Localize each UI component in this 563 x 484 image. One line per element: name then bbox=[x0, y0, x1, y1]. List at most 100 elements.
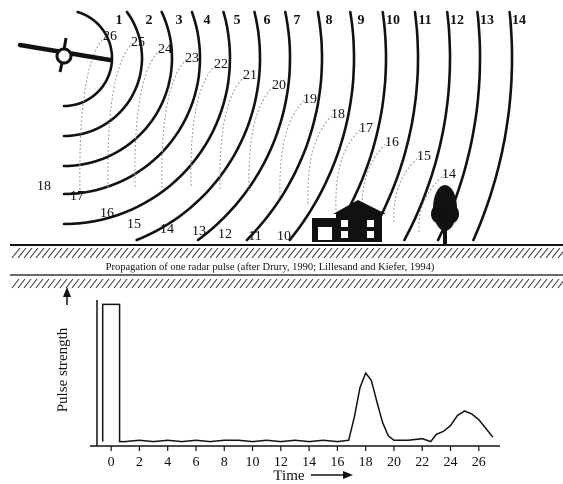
echo-label: 15 bbox=[417, 149, 431, 164]
tree-icon bbox=[431, 185, 459, 244]
y-axis-arrow bbox=[63, 287, 71, 297]
x-tick-label: 0 bbox=[108, 455, 115, 470]
echo-label: 20 bbox=[272, 78, 286, 93]
hatch-stroke bbox=[107, 278, 116, 289]
aircraft-tail bbox=[62, 37, 68, 51]
hatch-stroke bbox=[173, 247, 183, 259]
hatch-stroke bbox=[491, 247, 501, 259]
house-window bbox=[341, 220, 348, 227]
hatch-stroke bbox=[155, 278, 164, 289]
tree-crown bbox=[431, 205, 445, 223]
hatch-stroke bbox=[479, 247, 489, 259]
hatch-stroke bbox=[407, 247, 417, 259]
hatch-stroke bbox=[119, 278, 128, 289]
hatch-stroke bbox=[263, 247, 273, 259]
hatch-stroke bbox=[101, 247, 111, 259]
hatch-stroke bbox=[353, 247, 363, 259]
hatch-stroke bbox=[455, 247, 465, 259]
hatch-stroke bbox=[443, 247, 453, 259]
wavefront-label: 2 bbox=[146, 13, 153, 28]
wavefront-label: 12 bbox=[450, 13, 464, 28]
x-tick-label: 6 bbox=[192, 455, 199, 470]
x-tick-label: 22 bbox=[415, 455, 429, 470]
hatch-stroke bbox=[539, 247, 549, 259]
hatch-stroke bbox=[467, 278, 476, 289]
echo-arc bbox=[418, 173, 446, 233]
x-tick-label: 26 bbox=[472, 455, 486, 470]
house-window bbox=[367, 231, 374, 238]
hatch-stroke bbox=[515, 278, 524, 289]
hatch-stroke bbox=[239, 278, 248, 289]
hatch-stroke bbox=[341, 247, 351, 259]
hatch-stroke bbox=[437, 247, 447, 259]
hatch-stroke bbox=[377, 247, 387, 259]
hatch-stroke bbox=[311, 278, 320, 289]
hatch-stroke bbox=[17, 247, 27, 259]
wavefront-label: 8 bbox=[326, 13, 333, 28]
hatch-stroke bbox=[389, 278, 398, 289]
hatch-stroke bbox=[11, 247, 21, 259]
house-window bbox=[341, 231, 348, 238]
hatch-stroke bbox=[239, 247, 249, 259]
hatch-stroke bbox=[359, 278, 368, 289]
wavefront-label: 13 bbox=[480, 13, 494, 28]
pulse-strength-chart: Pulse strength Time 0 2 4 6 8 10 12 14 16 18 20 22 2… bbox=[55, 287, 500, 484]
hatch-stroke bbox=[317, 247, 327, 259]
hatch-stroke bbox=[437, 278, 446, 289]
x-tick-label: 2 bbox=[136, 455, 143, 470]
hatch-stroke bbox=[545, 278, 554, 289]
echo-label: 21 bbox=[243, 68, 257, 83]
ground-return-label: 18 bbox=[37, 179, 51, 194]
hatch-stroke bbox=[503, 247, 513, 259]
hatch-stroke bbox=[137, 278, 146, 289]
wavefront-label: 11 bbox=[418, 13, 431, 28]
hatch-stroke bbox=[179, 247, 189, 259]
hatch-stroke bbox=[395, 278, 404, 289]
hatch-stroke bbox=[467, 247, 477, 259]
echo-arc bbox=[219, 74, 247, 190]
x-tick-label: 4 bbox=[164, 455, 171, 470]
wavefront-7 bbox=[196, 10, 292, 242]
hatch-stroke bbox=[83, 278, 92, 289]
ground-return-label: 14 bbox=[160, 222, 174, 237]
wavefront-11 bbox=[366, 10, 420, 242]
wavefront-label: 9 bbox=[358, 13, 365, 28]
hatch-stroke bbox=[413, 247, 423, 259]
hatch-stroke bbox=[539, 278, 548, 289]
hatch-stroke bbox=[251, 278, 260, 289]
hatch-stroke bbox=[233, 278, 242, 289]
hatch-stroke bbox=[107, 247, 117, 259]
hatch-stroke bbox=[197, 247, 207, 259]
wavefront-label: 10 bbox=[386, 13, 400, 28]
hatch-stroke bbox=[485, 278, 494, 289]
x-tick-label: 14 bbox=[302, 455, 316, 470]
hatch-stroke bbox=[281, 278, 290, 289]
garage-door bbox=[318, 227, 332, 240]
hatch-stroke bbox=[557, 280, 563, 289]
hatch-stroke bbox=[371, 278, 380, 289]
hatch-stroke bbox=[329, 278, 338, 289]
hatch-stroke bbox=[53, 247, 63, 259]
hatch-stroke bbox=[341, 278, 350, 289]
hatch-stroke bbox=[347, 278, 356, 289]
hatch-stroke bbox=[347, 247, 357, 259]
hatch-stroke bbox=[101, 278, 110, 289]
echo-label: 22 bbox=[214, 57, 228, 72]
hatch-stroke bbox=[59, 247, 69, 259]
hatch-stroke bbox=[335, 278, 344, 289]
hatch-stroke bbox=[533, 247, 543, 259]
hatch-stroke bbox=[431, 247, 441, 259]
hatch-stroke bbox=[203, 278, 212, 289]
hatch-stroke bbox=[407, 278, 416, 289]
hatch-stroke bbox=[77, 247, 87, 259]
wavefront-5 bbox=[62, 10, 232, 226]
hatch-stroke bbox=[77, 278, 86, 289]
ground-return-label: 11 bbox=[248, 229, 261, 244]
hatch-stroke bbox=[191, 278, 200, 289]
echo-label: 17 bbox=[359, 121, 373, 136]
ground-hatching-top bbox=[11, 247, 563, 259]
hatch-stroke bbox=[161, 278, 170, 289]
hatch-stroke bbox=[551, 278, 560, 289]
echo-arc bbox=[107, 41, 135, 189]
